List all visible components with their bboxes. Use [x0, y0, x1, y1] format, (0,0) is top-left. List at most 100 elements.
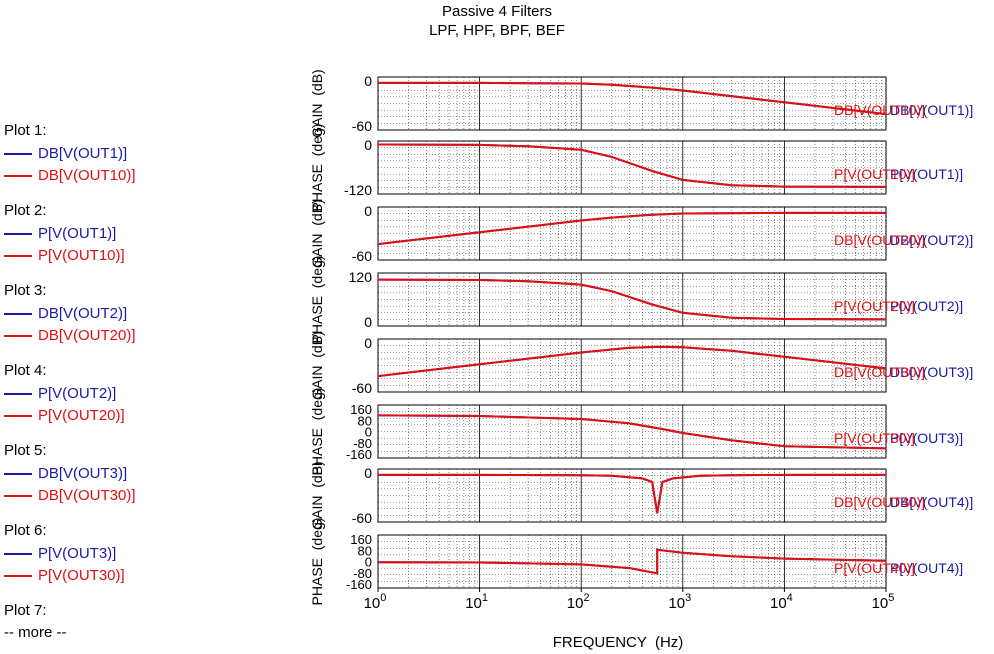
- legend-swatch: [4, 393, 32, 396]
- plot-frame: [377, 338, 887, 393]
- legend-swatch: [4, 575, 32, 578]
- y-tick-label: 0: [364, 137, 372, 153]
- x-tick-label: 102: [567, 592, 590, 612]
- y-tick-label: -80: [353, 566, 372, 581]
- trace-label-primary: DB[V(OUT1)]: [890, 102, 973, 118]
- trace-label-overlay: P[V(OUT10)]: [834, 166, 915, 182]
- legend-group-title: Plot 2:: [4, 202, 47, 219]
- legend-group-title: Plot 3:: [4, 282, 47, 299]
- legend-item-label: DB[V(OUT2)]: [38, 305, 128, 322]
- trace-label-primary: P[V(OUT3)]: [890, 430, 963, 446]
- legend-item: P[V(OUT1)]: [4, 225, 116, 243]
- y-axis-label: PHASE (deg): [309, 388, 325, 476]
- plot-frame: [377, 272, 887, 327]
- legend-group-title: Plot 6:: [4, 522, 47, 539]
- plot-frame: [377, 206, 887, 261]
- trace-label-primary: P[V(OUT1)]: [890, 166, 963, 182]
- y-tick-label: -160: [346, 447, 372, 462]
- series-line-overlay: [378, 473, 886, 514]
- y-axis-label: PHASE (deg): [309, 518, 325, 606]
- trace-label-overlay: DB[V(OUT30)]: [834, 364, 925, 380]
- legend-group-title: Plot 5:: [4, 442, 47, 459]
- x-axis-label: FREQUENCY (Hz): [553, 634, 684, 651]
- y-tick-label: -60: [352, 510, 372, 526]
- series-line-overlay: [377, 345, 887, 378]
- legend-swatch: [4, 335, 32, 338]
- series-line-primary: [377, 211, 886, 246]
- y-tick-label: 80: [358, 413, 372, 428]
- series-line-overlay: [377, 548, 887, 575]
- y-tick-label: 0: [364, 203, 372, 219]
- legend-swatch: [4, 175, 32, 178]
- y-tick-label: 0: [364, 465, 372, 481]
- trace-label-overlay: P[V(OUT40)]: [834, 560, 915, 576]
- y-tick-label: 160: [350, 402, 372, 417]
- legend-item: P[V(OUT2)]: [4, 385, 116, 403]
- y-tick-label: 0: [364, 335, 372, 351]
- legend-group-title: Plot 4:: [4, 362, 47, 379]
- x-tick-label: 100: [364, 592, 387, 612]
- y-axis-label: GAIN (dB): [309, 331, 325, 399]
- legend-item-label: DB[V(OUT1)]: [38, 145, 128, 162]
- y-tick-label: -60: [352, 248, 372, 264]
- chart-subtitle: LPF, HPF, BPF, BEF: [429, 22, 565, 39]
- y-axis-label: GAIN (dB): [309, 199, 325, 267]
- legend-item: DB[V(OUT20)]: [4, 327, 136, 345]
- y-tick-label: -60: [352, 380, 372, 396]
- y-axis-label: PHASE (deg): [309, 256, 325, 344]
- series-line-primary: [377, 143, 887, 188]
- trace-label-primary: DB[V(OUT2)]: [890, 232, 973, 248]
- y-tick-label: 0: [364, 73, 372, 89]
- plot-panel: 0 -120 PHASE (deg) P[V(OUT1)]P[V(OUT10)]: [309, 124, 963, 212]
- y-tick-label: -120: [344, 182, 372, 198]
- plot-frame: [377, 468, 887, 523]
- series-line-overlay: [377, 211, 886, 246]
- series-line-overlay: [377, 143, 887, 188]
- trace-label-primary: DB[V(OUT3)]: [890, 364, 973, 380]
- legend-swatch: [4, 415, 32, 418]
- trace-label-primary: P[V(OUT4)]: [890, 560, 963, 576]
- legend-item: P[V(OUT10)]: [4, 247, 125, 265]
- legend-item: P[V(OUT20)]: [4, 407, 125, 425]
- series-line-primary: [378, 81, 887, 116]
- series-line-primary: [378, 473, 886, 514]
- plot-frame: [377, 404, 887, 459]
- plot-panel: 0 -60 GAIN (dB) DB[V(OUT3)]DB[V(OUT30)]: [309, 331, 973, 399]
- legend-item: DB[V(OUT2)]: [4, 305, 127, 323]
- legend-item-label: P[V(OUT30)]: [38, 567, 125, 584]
- y-axis-label: PHASE (deg): [309, 124, 325, 212]
- legend-more-link[interactable]: -- more --: [4, 624, 67, 641]
- y-tick-label: 0: [364, 314, 372, 330]
- legend-item: DB[V(OUT1)]: [4, 145, 127, 163]
- legend-swatch: [4, 255, 32, 258]
- legend-item: DB[V(OUT30)]: [4, 487, 136, 505]
- chart-title-block: Passive 4 Filters LPF, HPF, BPF, BEF: [0, 2, 994, 40]
- legend-item-label: P[V(OUT1)]: [38, 225, 117, 242]
- series-line-primary: [377, 345, 887, 378]
- x-tick-label: 105: [872, 592, 895, 612]
- series-line-overlay: [377, 414, 887, 450]
- legend-item-label: P[V(OUT2)]: [38, 385, 117, 402]
- trace-label-primary: P[V(OUT2)]: [890, 298, 963, 314]
- series-line-primary: [377, 278, 887, 321]
- y-tick-label: 0: [365, 555, 372, 570]
- legend-item-label: DB[V(OUT3)]: [38, 465, 128, 482]
- x-tick-label: 101: [465, 592, 488, 612]
- legend-group-title: Plot 7:: [4, 602, 47, 619]
- x-tick-label: 103: [668, 592, 691, 612]
- plot-panel: 0 -60 GAIN (dB) DB[V(OUT1)]DB[V(OUT10)]: [309, 69, 973, 137]
- legend-item-label: P[V(OUT20)]: [38, 407, 125, 424]
- trace-label-overlay: P[V(OUT20)]: [834, 298, 915, 314]
- y-axis-label: GAIN (dB): [309, 69, 325, 137]
- y-tick-label: 160: [350, 532, 372, 547]
- legend-item-label: P[V(OUT10)]: [38, 247, 125, 264]
- trace-label-overlay: DB[V(OUT10)]: [834, 102, 925, 118]
- legend-swatch: [4, 553, 32, 556]
- legend-item-label: DB[V(OUT10)]: [38, 167, 136, 184]
- y-tick-label: -80: [353, 436, 372, 451]
- plot-panel: 0 -60 GAIN (dB) DB[V(OUT4)]DB[V(OUT40)]: [309, 461, 973, 529]
- y-tick-label: 120: [349, 269, 373, 285]
